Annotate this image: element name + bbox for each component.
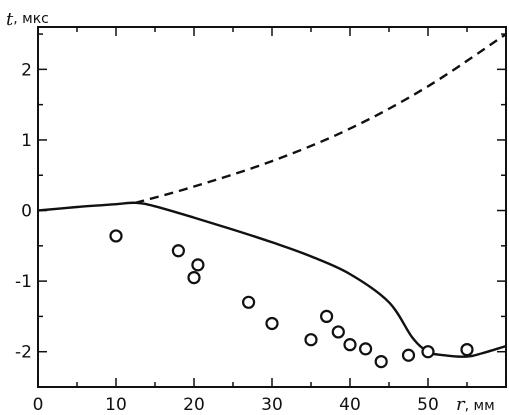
y-tick-label: 0 [21,202,32,222]
data-point-marker [374,354,388,369]
x-tick-label: 30 [261,395,283,415]
data-point-marker [191,258,205,272]
x-tick-label: 10 [105,395,127,415]
data-point-marker [109,229,123,243]
x-tick-label: 40 [339,395,361,415]
y-axis-label: t, мкс [6,9,49,30]
x-axis-symbol: r [456,394,466,415]
x-axis-label: r, мм [456,394,495,415]
data-point-marker [187,270,201,285]
y-tick-label: 1 [21,131,32,151]
x-axis-ticks: 0 10 20 30 40 50 [33,27,507,415]
data-point-marker [421,345,435,359]
y-tick-label: -2 [15,343,32,363]
x-axis-unit: , мм [465,398,495,414]
y-axis-unit: , мкс [13,11,49,27]
data-point-marker [242,295,256,309]
y-axis-ticks: -2 -1 0 1 2 [15,33,506,388]
data-point-marker [265,316,279,331]
solid-series-line [37,201,507,358]
plot-frame [37,26,507,388]
data-point-marker [171,244,185,258]
x-tick-label: 20 [183,395,205,415]
x-tick-label: 50 [417,395,439,415]
data-point-marker [460,342,474,357]
data-point-marker [304,333,318,347]
dashed-series-line [135,33,507,204]
x-tick-label: 0 [33,395,44,415]
y-tick-label: -1 [15,272,32,292]
series-layer [37,33,507,369]
data-point-marker [331,325,345,339]
y-axis-symbol: t [6,9,14,30]
y-tick-label: 2 [21,60,32,80]
data-point-marker [401,348,416,362]
data-point-marker [343,338,357,352]
data-point-marker [359,342,373,356]
data-point-marker [320,309,334,324]
